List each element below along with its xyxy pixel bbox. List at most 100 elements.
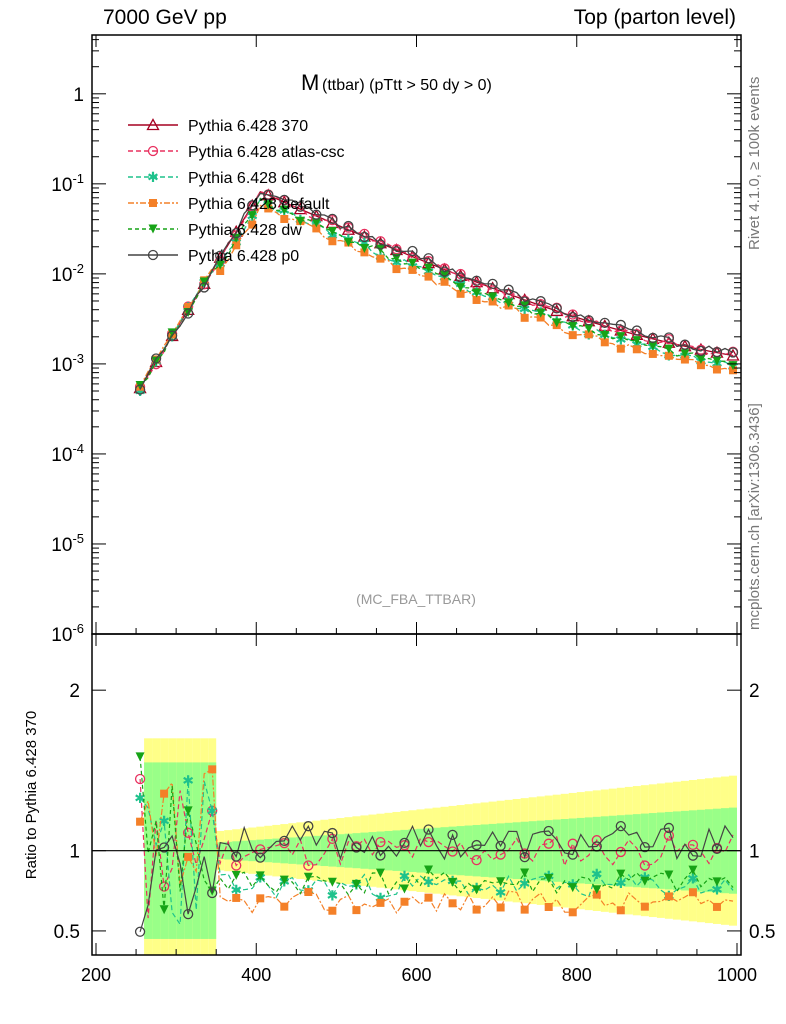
marker xyxy=(712,877,722,887)
marker xyxy=(544,902,553,911)
marker xyxy=(584,330,593,339)
marker xyxy=(448,899,457,908)
marker xyxy=(616,332,626,342)
marker xyxy=(351,879,361,889)
marker xyxy=(207,887,218,899)
marker xyxy=(663,332,675,343)
marker xyxy=(231,851,242,862)
marker xyxy=(543,838,554,849)
marker xyxy=(303,821,314,832)
x-tick-label: 400 xyxy=(241,965,271,985)
marker xyxy=(232,893,241,902)
marker xyxy=(712,365,721,374)
marker xyxy=(592,885,602,895)
marker xyxy=(182,827,194,838)
marker xyxy=(424,272,433,281)
marker xyxy=(648,349,657,358)
marker xyxy=(472,288,482,298)
marker xyxy=(712,356,722,366)
marker xyxy=(147,145,159,157)
marker xyxy=(448,877,458,887)
marker xyxy=(423,253,434,264)
marker xyxy=(399,884,409,894)
ratio-y-tick-label-right: 0.5 xyxy=(749,922,775,943)
marker xyxy=(456,283,466,293)
marker xyxy=(279,205,289,215)
marker xyxy=(147,249,159,261)
marker xyxy=(503,284,514,295)
marker: ✱ xyxy=(687,870,699,886)
marker xyxy=(583,315,594,326)
marker xyxy=(616,906,625,915)
marker xyxy=(640,902,649,911)
marker xyxy=(712,902,721,911)
marker xyxy=(664,870,674,880)
marker xyxy=(182,308,194,319)
marker xyxy=(343,220,354,232)
marker xyxy=(688,865,698,875)
marker xyxy=(328,906,337,915)
ratio-y-axis-label: Ratio to Pythia 6.428 370 xyxy=(23,711,40,879)
marker xyxy=(392,265,401,274)
marker xyxy=(471,839,482,851)
marker xyxy=(567,309,578,320)
marker xyxy=(551,303,562,314)
marker xyxy=(663,822,675,834)
marker xyxy=(199,282,210,293)
ratio-line xyxy=(139,768,734,914)
marker xyxy=(519,296,530,307)
marker: ✱ xyxy=(147,169,159,185)
marker xyxy=(424,865,434,875)
marker xyxy=(496,903,505,912)
marker xyxy=(359,243,369,253)
marker xyxy=(600,338,609,347)
marker xyxy=(328,237,337,246)
marker: ✱ xyxy=(182,772,194,788)
marker xyxy=(472,295,481,304)
marker xyxy=(552,318,562,328)
marker xyxy=(255,871,265,881)
marker xyxy=(293,202,307,215)
marker xyxy=(520,868,530,878)
marker xyxy=(424,893,433,902)
legend-entry: Pythia 6.428 370 xyxy=(188,118,308,135)
marker xyxy=(311,218,321,228)
marker xyxy=(615,846,626,858)
ratio-line xyxy=(139,824,734,932)
marker xyxy=(159,905,169,915)
marker xyxy=(167,328,177,338)
marker xyxy=(376,898,385,907)
marker xyxy=(496,877,506,887)
series-line xyxy=(139,197,734,386)
marker xyxy=(472,885,482,895)
marker xyxy=(311,209,322,220)
marker xyxy=(391,246,402,257)
series-line xyxy=(139,190,734,388)
marker xyxy=(327,226,337,236)
marker: ✱ xyxy=(615,875,627,891)
marker xyxy=(407,245,418,257)
marker xyxy=(727,347,739,358)
marker xyxy=(183,806,193,816)
marker xyxy=(447,829,458,841)
marker xyxy=(440,277,449,286)
marker xyxy=(696,354,706,364)
marker xyxy=(148,224,158,234)
marker xyxy=(711,347,723,358)
marker xyxy=(599,317,610,329)
marker xyxy=(231,870,241,880)
marker: ✱ xyxy=(711,881,723,897)
marker xyxy=(520,905,529,914)
marker xyxy=(312,224,321,233)
marker xyxy=(134,773,146,785)
marker xyxy=(135,752,145,762)
marker xyxy=(455,268,466,280)
marker xyxy=(327,213,338,224)
marker xyxy=(639,860,651,871)
y-tick-label: 10-2 xyxy=(51,261,84,286)
marker xyxy=(536,308,546,318)
plot-title-main: M xyxy=(301,70,319,95)
marker xyxy=(351,842,362,853)
marker xyxy=(215,250,226,261)
